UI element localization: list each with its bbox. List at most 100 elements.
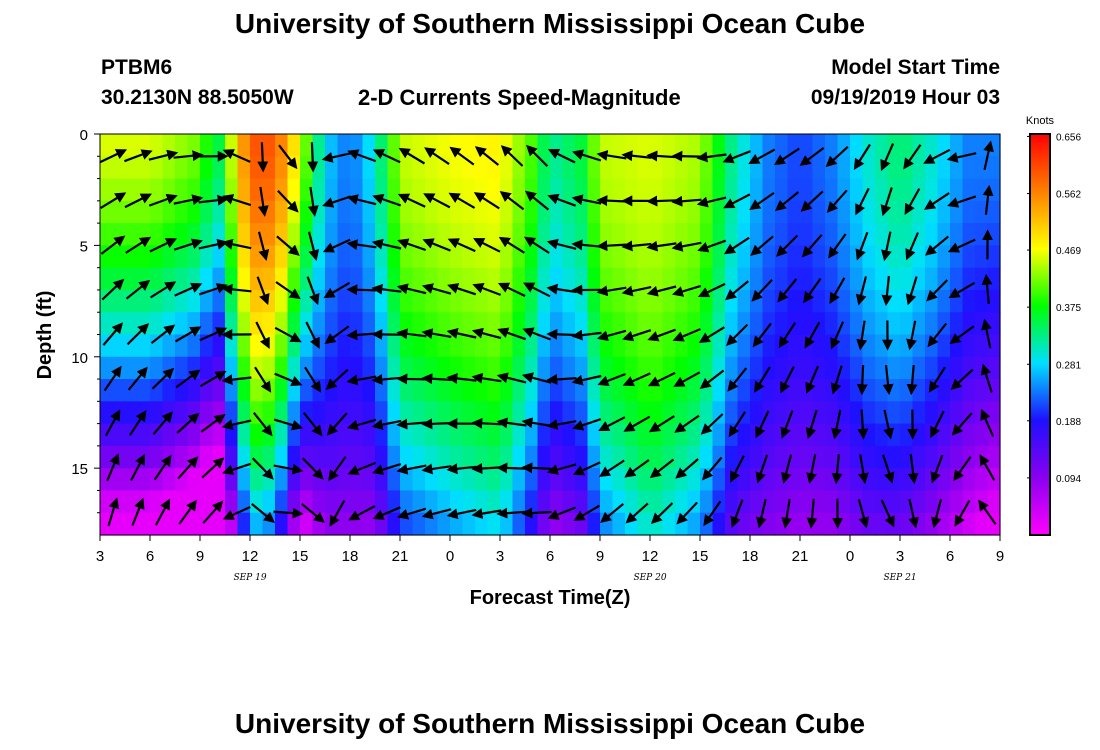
heatmap-cell [387, 200, 401, 224]
heatmap-cell [925, 267, 939, 291]
current-arrow [471, 327, 502, 340]
current-arrow [799, 147, 825, 167]
heatmap-cell [537, 334, 551, 358]
current-arrow [928, 366, 946, 393]
heatmap-cell [487, 178, 501, 202]
heatmap-cell [437, 356, 451, 380]
heatmap-cell [300, 334, 314, 358]
heatmap-cell [825, 134, 839, 157]
current-arrow [781, 498, 793, 529]
heatmap-cell [850, 490, 864, 514]
heatmap-cell [325, 445, 339, 469]
heatmap-cell [525, 512, 539, 536]
heatmap-cell [475, 423, 489, 447]
current-arrow [949, 325, 975, 345]
heatmap-cell [225, 200, 239, 224]
heatmap-cell [562, 379, 576, 402]
heatmap-cell [150, 178, 164, 202]
heatmap-cell [550, 334, 564, 358]
current-arrow [546, 463, 577, 475]
current-arrow [273, 507, 304, 519]
current-arrow [726, 323, 749, 346]
station-id: PTBM6 [101, 56, 173, 79]
heatmap-cell [537, 200, 551, 224]
current-arrow [500, 145, 524, 167]
heatmap-cell [312, 223, 326, 246]
heatmap-cell [950, 178, 964, 202]
heatmap-cell [625, 134, 639, 157]
heatmap-cell [275, 490, 289, 514]
heatmap-cell [975, 512, 989, 536]
heatmap-cell [950, 356, 964, 380]
heatmap-cell [825, 200, 839, 224]
current-arrow [649, 458, 675, 479]
heatmap-cell [150, 200, 164, 224]
heatmap-cell [750, 178, 764, 202]
current-arrow [523, 236, 550, 254]
heatmap-cell [387, 423, 401, 447]
heatmap-cell [612, 134, 626, 157]
current-arrow [676, 501, 698, 525]
heatmap-cell [250, 423, 264, 447]
heatmap-cell [562, 178, 576, 202]
heatmap-cell [612, 312, 626, 336]
heatmap-cell [262, 178, 276, 202]
x-tick-label: 21 [392, 548, 409, 565]
heatmap-cell [812, 401, 826, 425]
heatmap-cell [675, 156, 689, 180]
current-arrow [904, 188, 921, 216]
current-arrow [422, 238, 451, 252]
current-arrow [124, 149, 153, 163]
heatmap-cell [587, 134, 601, 157]
heatmap-cell [787, 223, 801, 246]
heatmap-cell [312, 356, 326, 380]
heatmap-cell [712, 512, 726, 536]
current-arrow [131, 497, 145, 527]
heatmap-cell [137, 245, 151, 269]
heatmap-cell [687, 156, 701, 180]
heatmap-cell [750, 401, 764, 425]
heatmap-cell [200, 178, 214, 202]
heatmap-cell [262, 356, 276, 380]
heatmap-cell [287, 445, 301, 469]
heatmap-cell [575, 200, 589, 224]
heatmap-cell [900, 423, 914, 447]
x-tick-label: 15 [292, 548, 309, 565]
heatmap-cell [150, 445, 164, 469]
current-arrow [947, 195, 977, 208]
heatmap-cell [837, 490, 851, 514]
heatmap-cell [987, 223, 1001, 246]
current-arrow [104, 409, 121, 437]
x-axis-label: Forecast Time(Z) [470, 587, 631, 609]
heatmap-cell [437, 423, 451, 447]
heatmap-cell [587, 334, 601, 358]
heatmap-cell [787, 289, 801, 313]
date-label: SEP 21 [883, 573, 916, 583]
heatmap-cell [200, 334, 214, 358]
heatmap-cell [487, 423, 501, 447]
heatmap-cell [787, 178, 801, 202]
current-arrow [473, 192, 500, 210]
current-arrow [257, 231, 270, 262]
current-arrow [703, 500, 722, 527]
x-tick-label: 6 [946, 548, 954, 565]
heatmap-cell [375, 245, 389, 269]
heatmap-cell [512, 512, 526, 536]
heatmap-cell [837, 334, 851, 358]
heatmap-cell [925, 289, 939, 313]
heatmap-cell [237, 468, 251, 492]
heatmap-cell [450, 423, 464, 447]
heatmap-cell [825, 401, 839, 425]
heatmap-cell [487, 289, 501, 313]
heatmap-cell [625, 223, 639, 246]
heatmap-cell [200, 289, 214, 313]
heatmap-cell [162, 156, 176, 180]
current-arrow [256, 276, 270, 306]
heatmap-cell [250, 401, 264, 425]
current-arrow [372, 149, 401, 164]
heatmap-cell [775, 312, 789, 336]
y-tick-label: 10 [71, 350, 88, 367]
heatmap-cell [275, 223, 289, 246]
current-arrow [497, 327, 527, 341]
current-arrow [701, 456, 723, 481]
